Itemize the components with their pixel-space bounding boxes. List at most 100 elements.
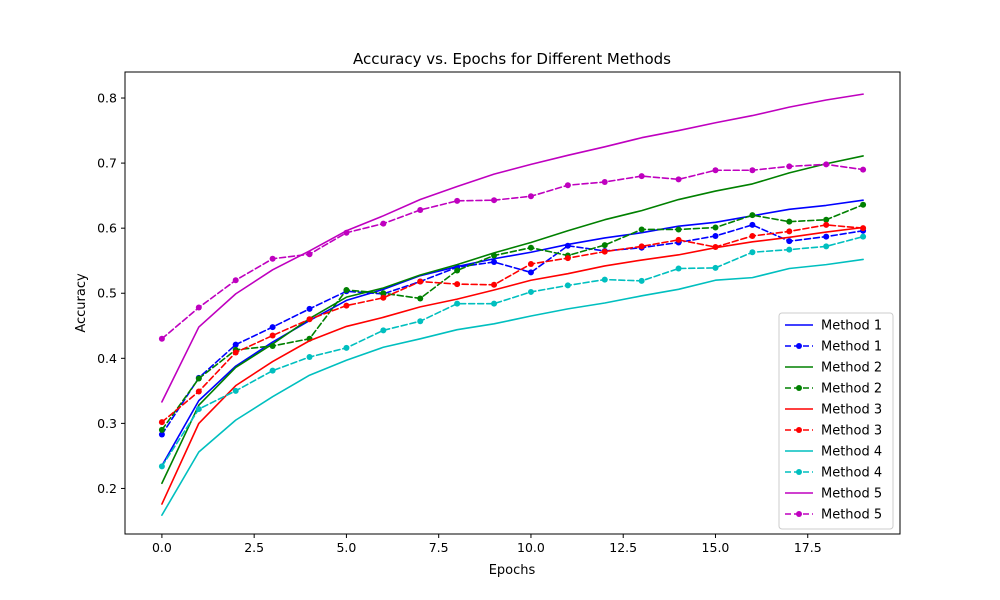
data-point (195, 375, 202, 382)
data-point (454, 300, 461, 307)
data-point (158, 335, 165, 342)
data-point (527, 260, 534, 267)
x-tick-label: 7.5 (429, 540, 449, 555)
data-point (638, 226, 645, 233)
data-point (380, 327, 387, 334)
y-tick-label: 0.5 (97, 286, 117, 301)
data-point (491, 300, 498, 307)
data-point (417, 278, 424, 285)
data-point (860, 166, 867, 173)
data-point (343, 229, 350, 236)
data-point (749, 212, 756, 219)
data-point (269, 324, 276, 331)
data-point (491, 252, 498, 259)
data-point (712, 264, 719, 271)
data-point (380, 220, 387, 227)
data-point (232, 341, 239, 348)
data-point (638, 243, 645, 250)
data-point (564, 182, 571, 189)
data-point (823, 216, 830, 223)
data-point (564, 242, 571, 249)
data-point (564, 255, 571, 262)
y-tick-label: 0.6 (97, 221, 117, 236)
legend-item: Method 4 (785, 445, 882, 460)
legend-label: Method 1 (821, 340, 882, 355)
y-tick-label: 0.7 (97, 156, 117, 171)
data-point (417, 295, 424, 302)
plot-frame (124, 71, 901, 535)
data-point (749, 232, 756, 239)
legend-label: Method 2 (821, 382, 882, 397)
data-point (269, 342, 276, 349)
data-point (786, 238, 793, 245)
chart-title: Accuracy vs. Epochs for Different Method… (353, 50, 671, 68)
data-point (823, 233, 830, 240)
series-6 (158, 221, 867, 426)
legend-label: Method 2 (821, 361, 882, 376)
data-point (232, 277, 239, 284)
data-point (158, 431, 165, 438)
legend-label: Method 4 (821, 445, 882, 460)
data-point (454, 267, 461, 274)
data-point (269, 255, 276, 262)
data-point (860, 233, 867, 240)
series-10 (158, 161, 867, 342)
data-point (638, 277, 645, 284)
data-point (232, 349, 239, 356)
data-point (527, 193, 534, 200)
x-tick-label: 2.5 (244, 540, 264, 555)
data-point (675, 236, 682, 243)
data-point (638, 173, 645, 180)
x-tick-label: 10.0 (517, 540, 545, 555)
data-point (343, 344, 350, 351)
legend-item: Method 2 (785, 361, 882, 376)
legend-item: Method 2 (785, 382, 882, 397)
data-point (823, 161, 830, 168)
y-tick-label: 0.3 (97, 416, 117, 431)
data-point (343, 302, 350, 309)
data-point (380, 294, 387, 301)
legend-item: Method 3 (785, 424, 882, 439)
data-point (158, 426, 165, 433)
series-line (161, 203, 864, 431)
data-point (601, 248, 608, 255)
series-3 (161, 155, 864, 485)
legend-marker (796, 469, 802, 475)
data-point (601, 178, 608, 185)
data-point (749, 221, 756, 228)
data-point (786, 218, 793, 225)
data-point (712, 224, 719, 231)
data-point (527, 269, 534, 276)
series-layer (158, 93, 867, 516)
x-tick-label: 0.0 (152, 540, 172, 555)
x-tick-label: 15.0 (702, 540, 730, 555)
y-tick-label: 0.4 (97, 351, 117, 366)
legend-label: Method 3 (821, 424, 882, 439)
data-point (601, 276, 608, 283)
x-axis-label: Epochs (489, 563, 536, 578)
legend-item: Method 5 (785, 487, 882, 502)
data-point (269, 367, 276, 374)
legend: Method 1 Method 1 Method 2 Method 2 Method 3… (778, 312, 894, 530)
y-axis: 0.2 0.3 0.4 0.5 0.6 0.7 0.8 (97, 91, 125, 496)
legend-item: Method 5 (785, 508, 882, 523)
data-point (749, 167, 756, 174)
data-point (786, 163, 793, 170)
series-line (161, 155, 864, 485)
legend-label: Method 5 (821, 508, 882, 523)
data-point (454, 197, 461, 204)
data-point (564, 282, 571, 289)
legend-label: Method 3 (821, 403, 882, 418)
data-point (454, 281, 461, 288)
legend-label: Method 1 (821, 319, 882, 334)
data-point (195, 388, 202, 395)
data-point (491, 259, 498, 266)
data-point (527, 288, 534, 295)
data-point (306, 316, 313, 323)
legend-label: Method 4 (821, 466, 882, 481)
series-7 (161, 258, 864, 516)
data-point (417, 318, 424, 325)
series-line (161, 224, 864, 436)
series-9 (161, 93, 864, 403)
